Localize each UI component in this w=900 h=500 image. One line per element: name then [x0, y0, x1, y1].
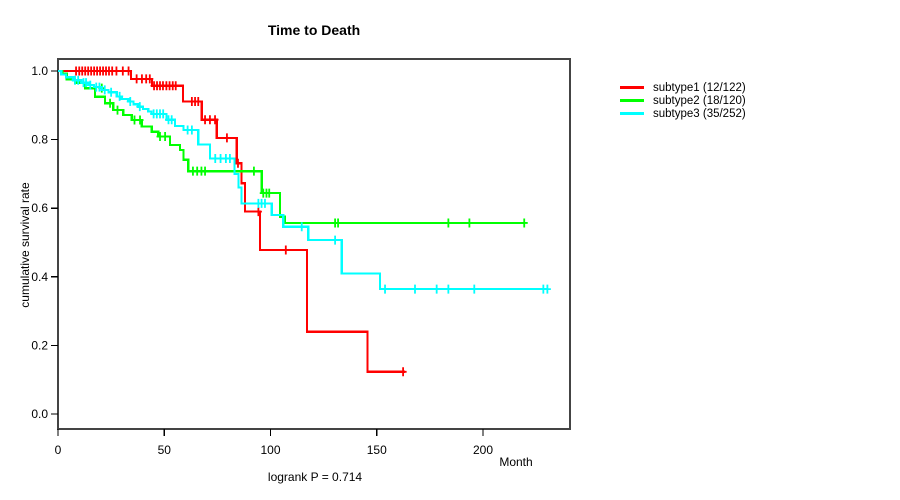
y-axis-tick-label: 0.2: [31, 338, 48, 352]
censor-marks-subtype2: [98, 83, 528, 228]
y-axis-tick-label: 1.0: [31, 64, 48, 78]
legend-label-subtype2: subtype2 (18/120): [653, 94, 746, 107]
legend-line-swatch-subtype1: [620, 86, 644, 89]
logrank-p-value: logrank P = 0.714: [267, 470, 363, 484]
censor-marks-subtype3: [71, 75, 551, 294]
y-axis-tick-label: 0.8: [31, 133, 48, 147]
censor-marks-subtype1: [72, 66, 407, 377]
legend-item-subtype3: subtype3 (35/252): [620, 107, 746, 120]
survival-curve-subtype3: [58, 69, 549, 291]
chart-title: Time to Death: [267, 22, 361, 38]
x-axis-label: Month: [499, 455, 533, 469]
legend: subtype1 (12/122) subtype2 (18/120) subt…: [620, 81, 746, 120]
legend-item-subtype2: subtype2 (18/120): [620, 94, 746, 107]
x-axis-tick-label: 150: [367, 443, 387, 457]
y-axis-label: cumulative survival rate: [18, 182, 32, 308]
legend-item-subtype1: subtype1 (12/122): [620, 81, 746, 94]
legend-line-swatch-subtype3: [620, 112, 644, 115]
x-axis-tick-label: 200: [473, 443, 493, 457]
y-axis-tick-label: 0.4: [31, 270, 48, 284]
x-axis-tick-label: 50: [158, 443, 172, 457]
x-axis-tick-label: 100: [260, 443, 280, 457]
y-axis-tick-label: 0.6: [31, 201, 48, 215]
survival-curve-subtype2: [58, 69, 526, 225]
x-axis-tick-label: 0: [55, 443, 62, 457]
y-axis-tick-label: 0.0: [31, 407, 48, 421]
legend-label-subtype3: subtype3 (35/252): [653, 107, 746, 120]
plot-frame: [57, 58, 571, 430]
survival-curve-subtype1: [58, 69, 406, 373]
legend-line-swatch-subtype2: [620, 99, 644, 102]
legend-label-subtype1: subtype1 (12/122): [653, 81, 746, 94]
